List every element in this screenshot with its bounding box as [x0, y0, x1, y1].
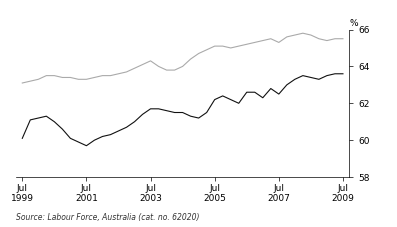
SA [76, 141, 81, 143]
SA [316, 78, 321, 81]
Aust. [212, 45, 217, 47]
SA [44, 115, 49, 118]
Line: SA: SA [22, 74, 343, 146]
Aust. [260, 39, 265, 42]
SA [228, 98, 233, 101]
Aust. [132, 67, 137, 70]
SA [252, 91, 257, 94]
SA [204, 111, 209, 114]
SA [180, 111, 185, 114]
SA [268, 87, 273, 90]
Aust. [148, 59, 153, 62]
SA [148, 107, 153, 110]
Aust. [76, 78, 81, 81]
SA [212, 98, 217, 101]
SA [220, 95, 225, 97]
SA [68, 137, 73, 140]
Aust. [100, 74, 105, 77]
Aust. [284, 36, 289, 38]
SA [84, 144, 89, 147]
Aust. [301, 32, 305, 35]
Aust. [68, 76, 73, 79]
Text: %: % [349, 19, 358, 28]
SA [293, 78, 297, 81]
SA [60, 128, 65, 131]
Aust. [196, 52, 201, 55]
Aust. [140, 63, 145, 66]
SA [196, 117, 201, 119]
Aust. [341, 37, 345, 40]
SA [100, 135, 105, 138]
SA [28, 118, 33, 121]
Aust. [268, 37, 273, 40]
SA [132, 120, 137, 123]
SA [36, 117, 41, 119]
Aust. [252, 41, 257, 44]
SA [92, 139, 97, 142]
SA [245, 91, 249, 94]
Aust. [316, 37, 321, 40]
Aust. [333, 37, 337, 40]
SA [284, 84, 289, 86]
Aust. [156, 65, 161, 68]
Text: Source: Labour Force, Australia (cat. no. 62020): Source: Labour Force, Australia (cat. no… [16, 213, 199, 222]
Aust. [36, 78, 41, 81]
SA [276, 93, 281, 95]
SA [156, 107, 161, 110]
Aust. [276, 41, 281, 44]
SA [188, 115, 193, 118]
Aust. [220, 45, 225, 47]
Aust. [52, 74, 57, 77]
Aust. [308, 34, 313, 36]
SA [108, 133, 113, 136]
SA [140, 113, 145, 116]
Aust. [172, 69, 177, 72]
SA [236, 102, 241, 105]
SA [308, 76, 313, 79]
SA [341, 72, 345, 75]
Line: Aust.: Aust. [22, 33, 343, 83]
Aust. [60, 76, 65, 79]
Aust. [188, 58, 193, 60]
Aust. [84, 78, 89, 81]
Aust. [228, 47, 233, 49]
SA [124, 126, 129, 129]
Aust. [44, 74, 49, 77]
Aust. [28, 80, 33, 82]
SA [301, 74, 305, 77]
Aust. [164, 69, 169, 72]
Aust. [293, 34, 297, 36]
SA [164, 109, 169, 112]
Aust. [236, 45, 241, 47]
SA [324, 74, 329, 77]
SA [260, 96, 265, 99]
Aust. [180, 65, 185, 68]
Aust. [245, 43, 249, 46]
Aust. [20, 82, 25, 84]
Aust. [324, 39, 329, 42]
Aust. [204, 48, 209, 51]
SA [116, 130, 121, 132]
SA [333, 72, 337, 75]
Aust. [124, 71, 129, 73]
SA [172, 111, 177, 114]
Aust. [116, 72, 121, 75]
Aust. [92, 76, 97, 79]
SA [52, 120, 57, 123]
Aust. [108, 74, 113, 77]
SA [20, 137, 25, 140]
